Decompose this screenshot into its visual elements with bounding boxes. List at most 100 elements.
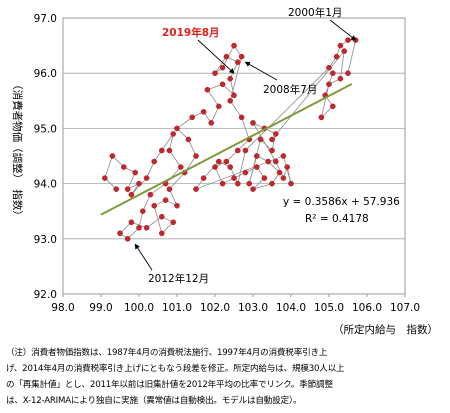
data-point xyxy=(329,103,336,110)
annotation-arrow xyxy=(329,19,357,41)
scatter-chart: 92.0 93.0 94.0 95.0 96.0 97.0 98.0 99.0 100.0 10… xyxy=(11,6,438,336)
data-point xyxy=(345,37,351,43)
x-axis-ticks: 98.0 99.0 100.0 101.0 102.0 103.0 104.0 105.0 10… xyxy=(51,294,420,314)
data-point xyxy=(250,120,256,126)
annotation-arrow xyxy=(197,39,235,74)
annotation-arrow xyxy=(134,243,153,271)
x-tick-label: 107.0 xyxy=(390,302,420,314)
data-point xyxy=(158,230,165,237)
data-point xyxy=(185,136,192,143)
data-point xyxy=(200,109,207,115)
annotation-label: 2008年7月 xyxy=(263,83,317,96)
data-point xyxy=(143,175,150,181)
data-point xyxy=(158,213,165,220)
data-point xyxy=(212,164,218,170)
data-point xyxy=(345,70,351,76)
data-point xyxy=(227,75,233,82)
data-point xyxy=(215,103,222,110)
data-point xyxy=(102,175,108,181)
x-tick-label: 104.0 xyxy=(276,302,306,314)
data-point xyxy=(250,186,256,192)
data-point xyxy=(166,147,173,154)
data-point xyxy=(326,64,332,71)
trendline xyxy=(100,83,353,216)
y-axis-label: （消費者物価（調整） 指数） xyxy=(11,79,24,221)
data-point xyxy=(174,125,180,132)
data-point xyxy=(234,147,241,154)
data-point xyxy=(151,202,157,209)
data-point xyxy=(288,180,294,187)
annotation-label: 2012年12月 xyxy=(148,272,209,285)
data-point xyxy=(318,114,325,121)
data-point xyxy=(121,164,127,170)
data-point xyxy=(113,186,119,192)
data-point xyxy=(177,164,184,170)
data-point xyxy=(200,175,207,181)
data-point xyxy=(136,224,142,231)
x-tick-label: 101.0 xyxy=(162,302,192,314)
data-point xyxy=(337,75,344,82)
x-tick-label: 99.0 xyxy=(89,302,112,314)
y-tick-label: 95.0 xyxy=(34,123,57,135)
x-tick-label: 98.0 xyxy=(51,302,74,314)
data-point xyxy=(132,169,138,176)
footnote: （注）消費者物価指数は、1987年4月の消費税法施行、1997年4月の消費税率引… xyxy=(6,345,446,409)
data-point xyxy=(231,175,237,181)
data-point xyxy=(124,186,131,192)
data-point xyxy=(128,219,135,226)
data-point xyxy=(223,158,230,165)
data-point xyxy=(257,136,264,143)
x-tick-label: 103.0 xyxy=(238,302,268,314)
data-point xyxy=(162,197,169,203)
data-point xyxy=(329,70,336,76)
x-tick-label: 105.0 xyxy=(314,302,344,314)
data-point xyxy=(193,153,199,159)
data-point xyxy=(204,86,211,93)
data-point xyxy=(143,224,150,231)
data-point xyxy=(139,208,146,214)
y-axis-ticks: 92.0 93.0 94.0 95.0 96.0 97.0 xyxy=(34,13,57,301)
data-point xyxy=(215,158,222,165)
data-point xyxy=(124,235,131,242)
data-point xyxy=(227,164,233,170)
data-point xyxy=(227,98,233,104)
x-tick-label: 106.0 xyxy=(352,302,382,314)
data-point xyxy=(136,180,142,187)
y-tick-label: 96.0 xyxy=(34,68,57,80)
data-point xyxy=(326,81,332,88)
data-point xyxy=(269,180,275,187)
data-point xyxy=(212,70,218,76)
plot-area xyxy=(62,17,406,295)
x-tick-label: 102.0 xyxy=(200,302,230,314)
data-point xyxy=(174,202,180,209)
x-tick-label: 100.0 xyxy=(124,302,154,314)
data-point xyxy=(272,158,279,165)
data-point xyxy=(117,230,123,237)
annotation-label: 2000年1月 xyxy=(288,6,342,19)
data-point xyxy=(151,158,157,165)
r-squared: R² = 0.4178 xyxy=(305,213,369,225)
data-point xyxy=(276,169,283,176)
data-point xyxy=(261,175,268,181)
data-point xyxy=(280,175,287,181)
annotations: 2000年1月 2019年8月 2008年7月 2012年12月 xyxy=(134,6,357,285)
data-point xyxy=(272,131,279,137)
data-point xyxy=(246,180,252,187)
data-point xyxy=(208,120,214,126)
y-tick-label: 94.0 xyxy=(34,179,57,191)
data-point xyxy=(189,114,195,121)
data-point xyxy=(219,81,226,88)
data-point xyxy=(284,164,291,170)
footnote-line-3: の「再集計値」とし、2011年以前は旧集計値を2012年平均の比率でリンク。季節… xyxy=(6,380,333,390)
data-point xyxy=(242,147,249,154)
annotation-label: 2019年8月 xyxy=(162,26,220,39)
data-point xyxy=(234,59,241,65)
data-point xyxy=(223,53,230,60)
footnote-line-2: げ、2014年4月の消費税率引き上げにともなう段差を修正。所定内給与は、規模30… xyxy=(6,364,345,374)
data-point xyxy=(234,180,241,187)
data-point xyxy=(242,169,249,176)
data-point xyxy=(341,48,348,54)
data-point xyxy=(109,153,116,159)
data-point xyxy=(280,153,287,159)
x-axis-label: （所定内給与 指数） xyxy=(333,323,438,336)
